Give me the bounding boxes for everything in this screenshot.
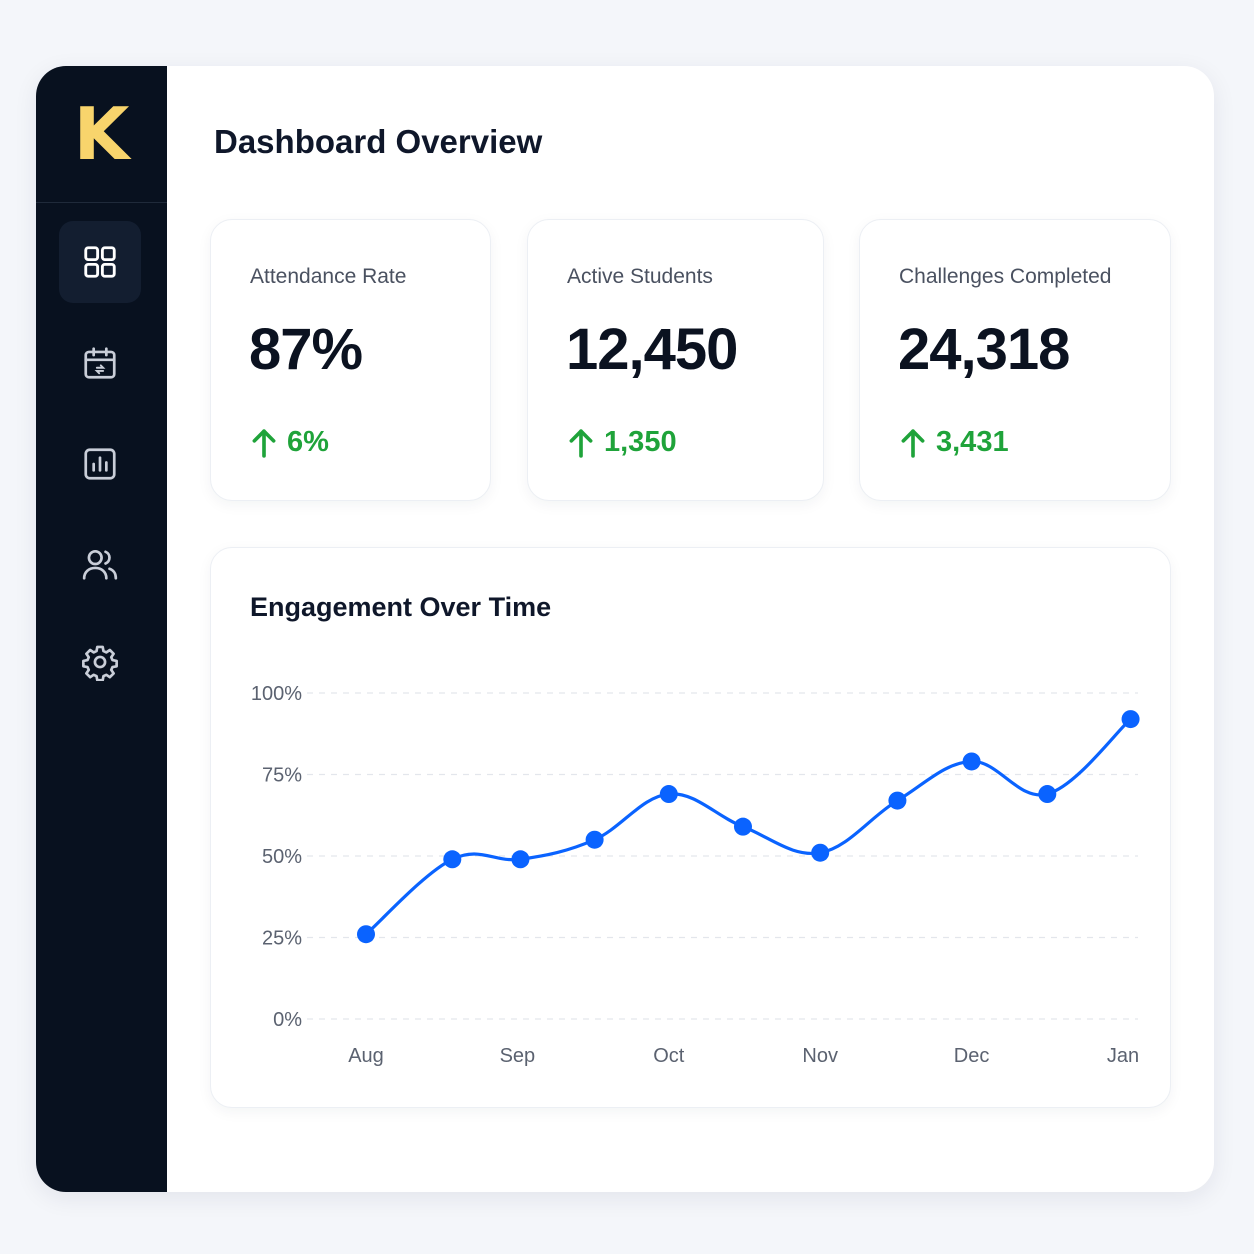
stat-delta-value: 6% <box>287 426 329 458</box>
y-tick-label: 100% <box>251 683 302 705</box>
stat-card-challenges[interactable]: Challenges Completed 24,318 3,431 <box>859 219 1171 501</box>
app-window: K <box>36 66 1214 1192</box>
stat-delta: 3,431 <box>900 426 1009 459</box>
engagement-chart-card: Engagement Over Time 100% 75% 50% 25% 0% Aug S… <box>210 547 1171 1108</box>
calendar-icon <box>84 347 116 379</box>
arrow-up-icon <box>569 428 593 458</box>
data-point[interactable] <box>659 785 678 804</box>
y-tick-label: 50% <box>262 846 302 868</box>
engagement-line-chart: 100% 75% 50% 25% 0% Aug Sep Oct Nov Dec Jan <box>251 683 1140 1067</box>
sidebar-item-dashboard[interactable] <box>59 221 141 303</box>
y-tick-label: 0% <box>273 1009 302 1031</box>
stat-label: Attendance Rate <box>250 265 407 288</box>
x-tick-label: Sep <box>500 1045 536 1067</box>
stat-delta: 6% <box>251 426 329 459</box>
stat-value: 24,318 <box>898 317 1070 382</box>
bar-chart-icon <box>84 448 116 480</box>
stat-delta-value: 1,350 <box>604 426 677 458</box>
x-tick-label: Dec <box>954 1045 990 1067</box>
sidebar-item-calendar[interactable] <box>59 322 141 404</box>
data-point[interactable] <box>962 752 981 771</box>
data-point[interactable] <box>888 791 907 810</box>
x-tick-label: Nov <box>802 1045 838 1067</box>
sidebar-item-settings[interactable] <box>59 621 141 703</box>
data-point[interactable] <box>811 843 830 862</box>
gear-icon <box>82 645 118 681</box>
arrow-up-icon <box>901 428 925 458</box>
arrow-up-icon <box>252 428 276 458</box>
data-point[interactable] <box>585 830 604 849</box>
stat-card-active-students[interactable]: Active Students 12,450 1,350 <box>527 219 824 501</box>
x-tick-label: Oct <box>653 1045 685 1067</box>
data-point[interactable] <box>357 925 375 944</box>
y-tick-label: 75% <box>262 765 302 787</box>
stat-delta-value: 3,431 <box>936 426 1009 458</box>
brand-logo[interactable]: K <box>36 66 167 203</box>
stat-card-attendance[interactable]: Attendance Rate 87% 6% <box>210 219 491 501</box>
stat-label: Challenges Completed <box>899 265 1112 288</box>
x-tick-label: Jan <box>1107 1045 1139 1067</box>
stat-label: Active Students <box>567 265 713 288</box>
sidebar-item-users[interactable] <box>59 523 141 605</box>
stat-value: 87% <box>249 317 363 382</box>
data-point[interactable] <box>1038 785 1057 804</box>
sidebar-item-reports[interactable] <box>59 423 141 505</box>
dashboard-grid-icon <box>84 246 116 278</box>
stat-value: 12,450 <box>566 317 738 382</box>
data-point[interactable] <box>1121 710 1140 729</box>
data-point[interactable] <box>443 850 462 869</box>
main-content: Dashboard Overview Attendance Rate 87% 6… <box>167 66 1214 1192</box>
data-point[interactable] <box>733 817 752 836</box>
y-tick-label: 25% <box>262 928 302 950</box>
data-point[interactable] <box>511 850 530 869</box>
x-tick-label: Aug <box>348 1045 384 1067</box>
chart-title: Engagement Over Time <box>250 592 552 622</box>
sidebar: K <box>36 66 167 1192</box>
page-title: Dashboard Overview <box>214 123 543 160</box>
stat-delta: 1,350 <box>568 426 677 459</box>
users-icon <box>82 549 118 580</box>
